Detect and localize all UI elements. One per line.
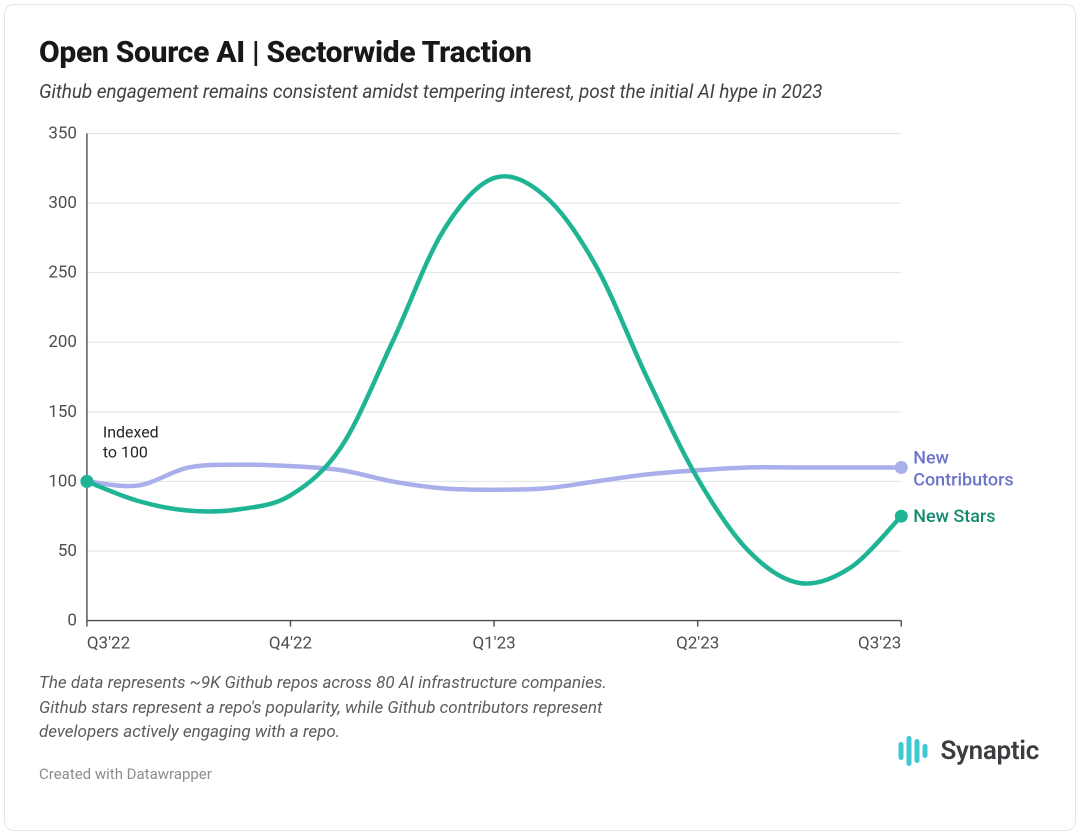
series-label-contributors: New: [913, 447, 949, 468]
series-end-marker: [895, 461, 908, 474]
x-tick-label: Q4'22: [269, 633, 312, 653]
annotation-line-1: Indexed: [103, 423, 159, 442]
series-label-stars: New Stars: [913, 506, 995, 527]
x-tick-label: Q1'23: [472, 633, 515, 653]
series-new-stars: [87, 176, 901, 583]
y-tick-label: 350: [48, 125, 77, 144]
y-tick-label: 300: [48, 193, 77, 213]
y-tick-label: 0: [67, 611, 77, 631]
footnote-line-1: The data represents ~9K Github repos acr…: [39, 673, 607, 693]
y-tick-label: 250: [48, 263, 77, 283]
chart-title: Open Source AI | Sectorwide Traction: [39, 35, 1041, 70]
logo-bar: [899, 742, 904, 760]
logo-bar: [915, 739, 920, 763]
chart-subtitle: Github engagement remains consistent ami…: [39, 80, 1041, 103]
series-end-marker: [895, 510, 908, 523]
chart-area: 0 50 100 150 200 250 300 350 Q3'22 Q4'22 Q1'23 Q2'2…: [39, 125, 1041, 665]
chart-footnote: The data represents ~9K Github repos acr…: [39, 671, 739, 745]
series-label-contributors-2: Contributors: [913, 469, 1013, 490]
x-tick-label: Q3'23: [858, 633, 901, 653]
logo-bar: [923, 744, 928, 758]
x-tick-label: Q2'23: [676, 633, 719, 653]
brand-logo: Synaptic: [896, 734, 1039, 768]
annotation-line-2: to 100: [103, 443, 148, 462]
y-tick-label: 150: [48, 402, 77, 422]
brand-logo-icon: [896, 734, 930, 768]
series-new-contributors: [87, 465, 901, 490]
attribution-text: Created with Datawrapper: [39, 765, 1041, 783]
brand-logo-text: Synaptic: [940, 736, 1039, 766]
y-tick-label: 100: [48, 471, 77, 491]
line-chart: 0 50 100 150 200 250 300 350 Q3'22 Q4'22 Q1'23 Q2'2…: [39, 125, 1041, 665]
x-tick-label: Q3'22: [87, 633, 130, 653]
footnote-line-3: developers actively engaging with a repo…: [39, 722, 340, 742]
footnote-line-2: Github stars represent a repo's populari…: [39, 698, 602, 718]
series-start-marker: [80, 475, 93, 488]
logo-bar: [907, 736, 912, 766]
chart-card: Open Source AI | Sectorwide Traction Git…: [4, 4, 1076, 831]
y-tick-label: 50: [58, 541, 77, 561]
y-tick-label: 200: [48, 332, 77, 352]
